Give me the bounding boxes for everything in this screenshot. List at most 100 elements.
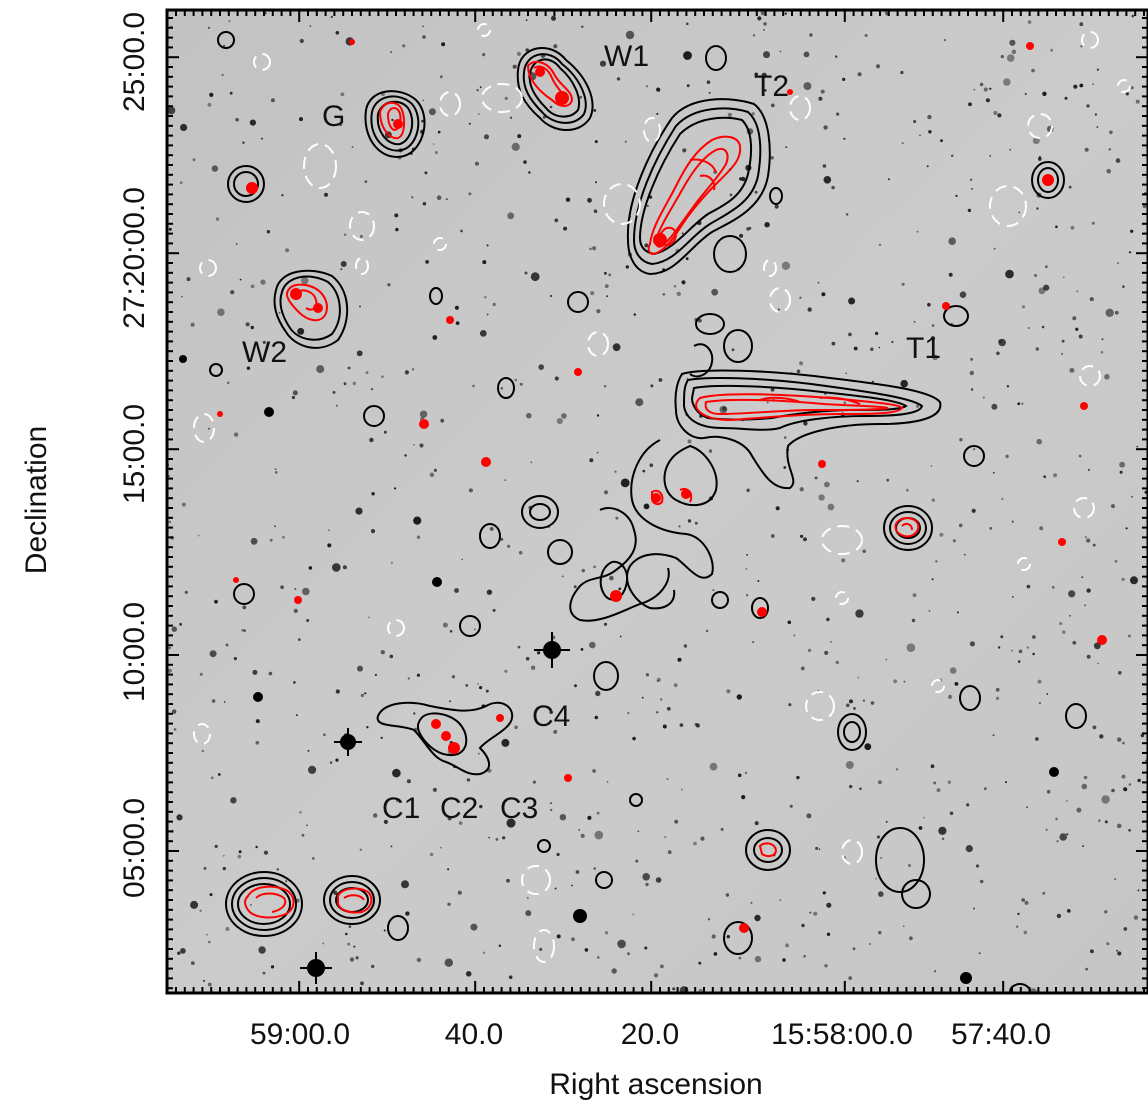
star — [297, 328, 304, 335]
star — [353, 382, 356, 385]
star — [366, 726, 368, 728]
star — [443, 623, 448, 628]
star — [971, 388, 973, 390]
star — [251, 326, 254, 329]
star — [563, 227, 567, 231]
star — [771, 534, 775, 538]
star — [966, 803, 969, 806]
star — [527, 897, 529, 899]
star — [335, 759, 338, 762]
star — [344, 382, 347, 385]
star — [635, 860, 638, 863]
star — [1126, 527, 1128, 529]
star — [615, 517, 618, 520]
star — [581, 26, 583, 28]
star — [214, 600, 218, 604]
star — [709, 92, 711, 94]
star — [913, 120, 916, 123]
star — [433, 143, 435, 145]
star — [1106, 942, 1109, 945]
star — [939, 533, 943, 537]
star — [199, 910, 201, 912]
star — [345, 933, 348, 936]
star — [746, 594, 748, 596]
star — [1097, 69, 1099, 71]
star — [218, 773, 221, 776]
star — [202, 750, 204, 752]
star — [902, 142, 904, 144]
star — [617, 940, 626, 949]
star — [900, 380, 908, 388]
star — [848, 298, 855, 305]
star — [1050, 49, 1053, 52]
star — [435, 151, 438, 154]
star — [693, 842, 697, 846]
star — [595, 716, 599, 720]
star — [1005, 270, 1014, 279]
star — [597, 452, 599, 454]
star — [581, 648, 584, 651]
star — [434, 469, 437, 472]
star — [176, 814, 182, 820]
star — [784, 436, 787, 439]
star — [993, 734, 995, 736]
star — [517, 52, 521, 56]
star — [886, 479, 889, 482]
star — [306, 825, 308, 827]
star — [595, 831, 604, 840]
star — [846, 373, 848, 375]
star — [525, 910, 531, 916]
star — [1063, 277, 1065, 279]
star — [482, 260, 486, 264]
star — [446, 198, 448, 200]
star — [1116, 950, 1118, 952]
star — [211, 777, 214, 780]
star — [604, 490, 608, 494]
star — [404, 454, 406, 456]
star — [770, 156, 774, 160]
star — [626, 265, 629, 268]
star — [618, 588, 621, 591]
star — [1016, 926, 1018, 928]
star — [737, 694, 742, 699]
star — [863, 550, 866, 553]
star — [966, 845, 973, 852]
star — [755, 821, 759, 825]
label-w1: W1 — [604, 40, 649, 73]
star — [727, 935, 730, 938]
star — [782, 262, 790, 270]
star — [223, 855, 225, 857]
star — [1043, 285, 1049, 291]
star — [330, 761, 333, 764]
star — [712, 934, 716, 938]
star — [206, 934, 208, 936]
star — [708, 918, 710, 920]
star — [208, 27, 210, 29]
star — [984, 787, 987, 790]
star — [234, 657, 237, 660]
star — [487, 314, 489, 316]
star — [277, 868, 279, 870]
star — [411, 196, 414, 199]
star — [879, 244, 881, 246]
star — [250, 120, 256, 126]
star — [1052, 586, 1055, 589]
star — [217, 308, 225, 316]
star — [581, 834, 585, 838]
star — [714, 952, 718, 956]
star — [361, 694, 364, 697]
star — [668, 850, 672, 854]
star — [1005, 455, 1008, 458]
star — [674, 820, 678, 824]
star — [902, 283, 905, 286]
star — [204, 867, 207, 870]
star — [1073, 85, 1077, 89]
star — [394, 487, 396, 489]
star — [799, 361, 803, 365]
star — [551, 16, 556, 21]
star — [208, 941, 211, 944]
star — [294, 609, 298, 613]
star — [604, 623, 607, 626]
star — [1028, 327, 1030, 329]
star — [1084, 604, 1086, 606]
